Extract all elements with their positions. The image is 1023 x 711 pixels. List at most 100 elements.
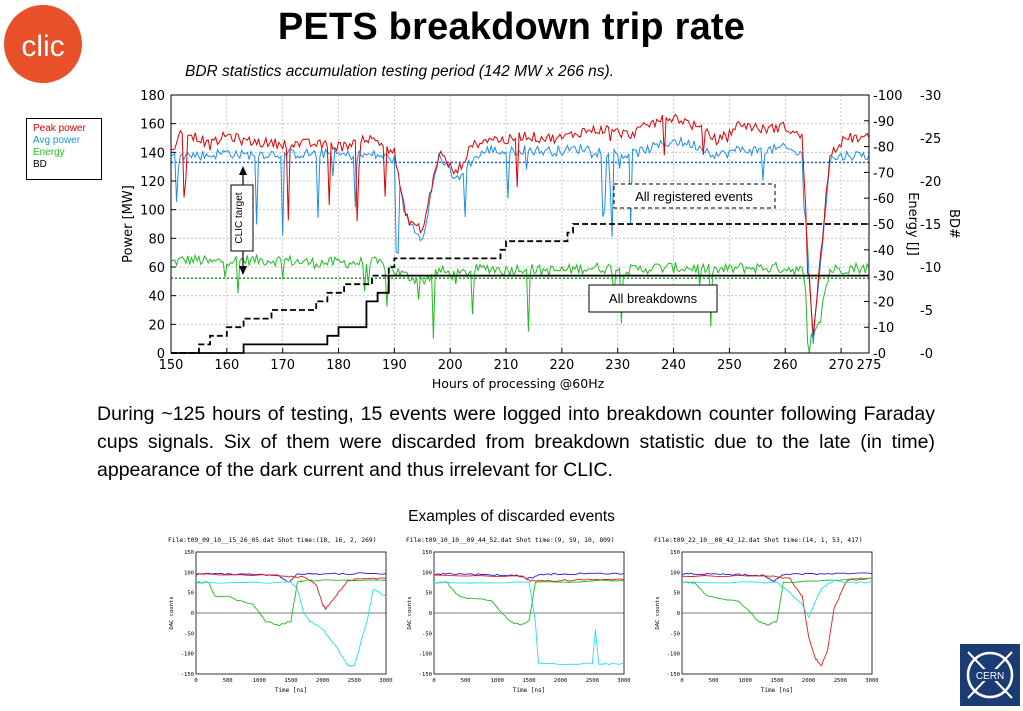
y2-tick-label: -100	[873, 89, 903, 104]
y2-tick-label: -30	[873, 270, 894, 285]
y-tick-label: 100	[422, 570, 432, 576]
x-tick-label: 260	[773, 358, 798, 373]
x-tick-label: 210	[494, 358, 519, 373]
y-tick-label: -100	[419, 652, 432, 658]
y-tick-label: 150	[422, 550, 432, 556]
x-axis-label: Time [ns]	[275, 687, 308, 694]
x-tick-label: 170	[270, 358, 295, 373]
y-tick-label: 180	[140, 89, 165, 104]
x-tick-label: 1000	[253, 678, 266, 684]
y-tick-label: 150	[184, 550, 194, 556]
breakdowns-label: All breakdowns	[609, 291, 698, 306]
y-tick-label: 0	[191, 611, 194, 617]
y3-tick-label: -15	[920, 218, 941, 233]
series-all-registered-events	[171, 223, 869, 354]
y2-tick-label: -70	[873, 166, 894, 181]
y-tick-label: 0	[429, 611, 432, 617]
y-axis-label: DAC counts	[169, 596, 175, 629]
axis-ticks: 150 160 170 180 190 200 210 220 230 240 250 260 270 2…	[140, 89, 941, 373]
x-tick-label: 500	[709, 678, 719, 684]
x-tick-label: 1500	[522, 678, 535, 684]
x-tick-label: 275	[857, 358, 882, 373]
y3-axis-label: BD#	[946, 209, 961, 239]
y2-tick-label: -80	[873, 141, 894, 156]
x-tick-label: 180	[326, 358, 351, 373]
x-tick-label: 0	[432, 678, 435, 684]
y-tick-label: -50	[422, 631, 432, 637]
y-axis-label: DAC counts	[407, 596, 413, 629]
x-tick-label: 150	[159, 358, 184, 373]
y-tick-label: 100	[140, 204, 165, 219]
clic-logo: clic	[3, 4, 83, 84]
y-tick-label: 20	[148, 318, 165, 333]
y-tick-label: -150	[181, 672, 194, 678]
series-peak-power	[170, 113, 870, 336]
y-tick-label: 40	[148, 290, 165, 305]
y-tick-label: 80	[148, 232, 165, 247]
clic-target-box	[230, 184, 254, 252]
series-cyan	[681, 579, 873, 619]
description-paragraph: During ~125 hours of testing, 15 events …	[97, 403, 935, 481]
svg-text:clic: clic	[21, 30, 64, 63]
x-tick-label: 1500	[770, 678, 783, 684]
series-cyan	[433, 581, 625, 666]
y-tick-label: -50	[670, 631, 680, 637]
x-tick-label: 1000	[739, 678, 752, 684]
x-tick-label: 2000	[802, 678, 815, 684]
y2-tick-label: -40	[873, 244, 894, 259]
y2-tick-label: -50	[873, 218, 894, 233]
x-tick-label: 2000	[316, 678, 329, 684]
x-tick-label: 230	[605, 358, 630, 373]
x-tick-label: 190	[382, 358, 407, 373]
x-tick-label: 240	[661, 358, 686, 373]
x-axis-label: Time [ns]	[761, 687, 794, 694]
y3-tick-label: -10	[920, 261, 941, 276]
example-chart-1: File:t09_09_10__15_26_05.dat Shot time:(…	[166, 534, 404, 701]
y-tick-label: 50	[187, 591, 194, 597]
chart-legend: Peak power Avg power Energy BD	[26, 118, 102, 180]
registered-events-label: All registered events	[635, 189, 753, 204]
x-tick-label: 200	[438, 358, 463, 373]
series-energy	[170, 253, 870, 354]
x-tick-label: 160	[214, 358, 239, 373]
series-green	[681, 577, 873, 626]
y-tick-label: -100	[181, 652, 194, 658]
x-tick-label: 250	[717, 358, 742, 373]
y-axis-label: DAC counts	[655, 596, 661, 629]
y-tick-label: -50	[184, 631, 194, 637]
y-tick-label: 0	[677, 611, 680, 617]
series-group	[170, 113, 870, 354]
series-red	[433, 574, 625, 582]
cern-logo: CERN	[960, 644, 1020, 706]
y-tick-label: 50	[673, 591, 680, 597]
x-tick-label: 0	[194, 678, 197, 684]
y-tick-label: 150	[670, 550, 680, 556]
y-tick-label: 50	[425, 591, 432, 597]
arrow-down-icon	[239, 266, 247, 275]
series-green	[433, 579, 625, 626]
y3-tick-label: -25	[920, 132, 941, 147]
x-tick-label: 2500	[586, 678, 599, 684]
y-tick-label: 100	[670, 570, 680, 576]
x-tick-label: 3000	[617, 678, 630, 684]
x-tick-label: 1000	[491, 678, 504, 684]
x-tick-label: 0	[680, 678, 683, 684]
example-chart-title: File:t09_09_10__15_26_05.dat Shot time:(…	[168, 537, 377, 544]
example-chart-title: File:t09_22_10__08_42_12.dat Shot time:(…	[654, 537, 863, 544]
x-axis-label: Time [ns]	[513, 687, 546, 694]
y-tick-label: 120	[140, 175, 165, 190]
chart-subtitle: BDR statistics accumulation testing peri…	[185, 63, 615, 80]
x-tick-label: 3000	[865, 678, 878, 684]
y-tick-label: 100	[184, 570, 194, 576]
series-blue	[433, 572, 625, 579]
y3-tick-label: -5	[920, 304, 933, 319]
x-tick-label: 2500	[348, 678, 361, 684]
y-tick-label: 160	[140, 118, 165, 133]
series-blue	[195, 572, 387, 583]
x-tick-label: 270	[829, 358, 854, 373]
main-chart: 150 160 170 180 190 200 210 220 230 240 250 260 270 2…	[121, 89, 961, 391]
arrow-up-icon	[239, 166, 247, 175]
x-tick-label: 500	[223, 678, 233, 684]
svg-text:CERN: CERN	[976, 671, 1004, 682]
y-tick-label: -150	[419, 672, 432, 678]
